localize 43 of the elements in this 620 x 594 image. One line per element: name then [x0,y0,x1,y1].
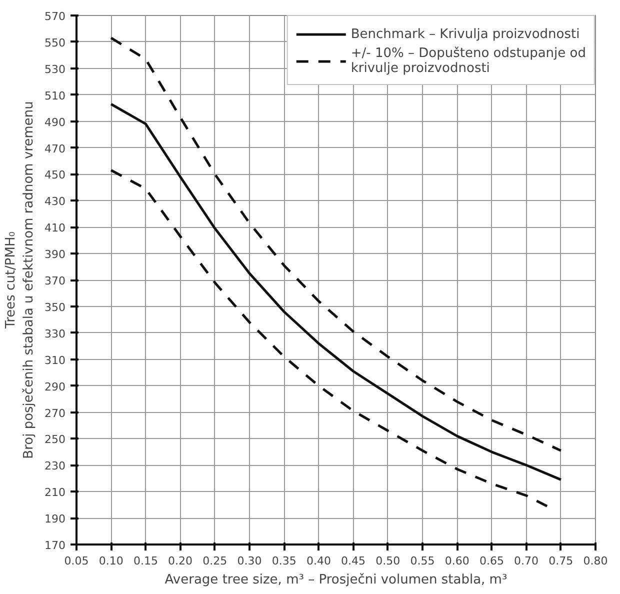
x-tick-label: 0.25 [202,554,228,568]
y-tick-label: 410 [44,222,66,235]
y-tick-label: 470 [44,142,66,156]
x-tick-label: 0.60 [444,554,470,568]
x-tick-label: 0.50 [376,554,400,568]
y-tick-label: 450 [44,168,66,182]
x-axis-title: Average tree size, m³ – Prosječni volumen stabla, m³ [164,572,508,588]
y-tick-label: 550 [44,36,66,50]
x-tick-label: 0.05 [64,554,89,568]
y-tick-label: 270 [44,406,66,420]
y-tick-label: 310 [44,354,66,367]
x-tick-label: 0.70 [514,554,539,568]
y-axis-title: Trees cut/PMH₀ Broj posječenih stabala u efektivnom radnom vremenu [4,101,37,459]
x-tick-label: 0.55 [410,554,435,568]
y-tick-label: 170 [44,539,66,552]
y-tick-label: 530 [44,62,66,76]
y-tick-label: 570 [44,10,66,23]
x-tick-label: 0.65 [479,554,504,568]
y-tick-label: 350 [44,300,66,314]
x-tick-label: 0.80 [583,554,608,568]
y-tick-label: 370 [44,274,66,288]
legend-label: Benchmark – Krivulja proizvodnosti [350,26,580,42]
x-tick-label: 0.15 [133,554,158,568]
legend-label: +/- 10% – Dopušteno odstupanje od krivulje proizvodnosti [350,46,586,76]
x-tick-label: 0.30 [237,554,262,568]
y-tick-label: 230 [44,460,66,473]
x-tick-label: 0.40 [306,554,331,568]
x-tick-label: 0.35 [272,554,296,568]
y-tick-label: 290 [44,380,66,394]
x-tick-label: 0.20 [168,554,193,568]
y-tick-label: 190 [44,512,66,526]
line-series [110,102,562,481]
y-tick-label: 250 [44,433,66,446]
y-tick-label: 210 [44,486,66,500]
x-tick-label: 0.45 [341,554,366,568]
x-tick-label: 0.10 [98,554,124,568]
y-tick-label: 390 [44,248,66,262]
y-tick-label: 330 [44,327,66,340]
y-tick-label: 430 [44,195,66,208]
y-tick-label: 490 [44,116,66,129]
y-tick-label: 510 [44,89,66,102]
line-series [110,168,548,508]
x-tick-label: 0.75 [548,554,574,568]
